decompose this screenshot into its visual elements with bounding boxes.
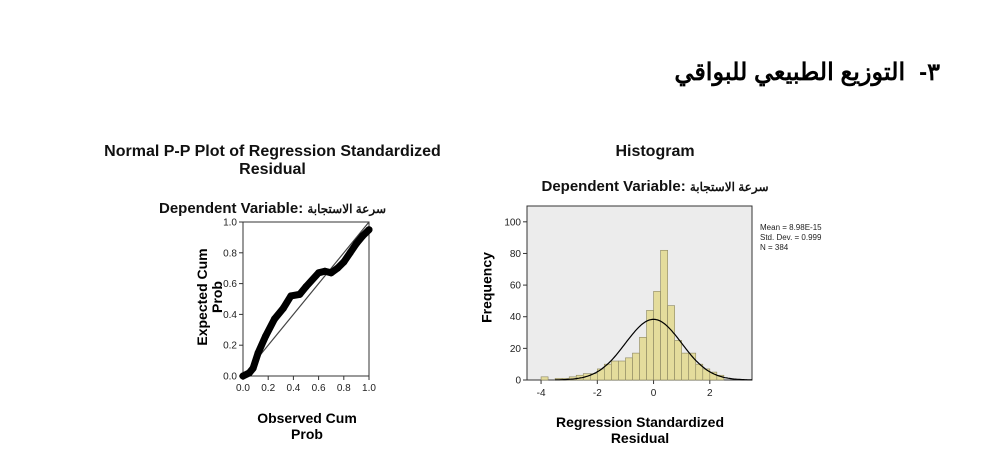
pp-point [315,269,323,277]
histogram-dependent: Dependent Variable: سرعة الاستجابة [520,178,790,195]
hist-dependent-label: Dependent Variable: [541,178,686,195]
pp-plot: 0.00.0 0.2 0.2 0.4 0.4 0.6 0.6 0.8 0.8 1.0 1.0 [223,218,376,395]
histogram-plot: 0 20 40 60 80 100 -4 -2 0 2 [504,205,753,399]
pp-plot-title: Normal P-P Plot of Regression Standardiz… [100,143,445,179]
pp-ytick-label: 0.0 [223,372,237,383]
pp-point [254,349,262,357]
hist-ytick-label: 20 [510,344,522,355]
pp-xtick-label: 0.8 [337,383,351,394]
hist-bar [540,376,549,381]
hist-bar [674,340,682,381]
stat-n: N = 384 [760,243,789,252]
pp-point [327,269,335,277]
pp-point [296,290,304,298]
stat-mean: Mean = 8.98E-15 [760,223,822,232]
hist-xlabel-line2: Residual [610,430,670,446]
hist-bar [681,352,690,381]
section-title: التوزيع الطبيعي للبواقي [674,59,906,86]
hist-xtick-label: -2 [593,388,602,399]
hist-bar [639,336,647,381]
pp-point [334,264,341,272]
pp-point [352,240,360,248]
pp-point [321,267,329,275]
pp-plot-dependent: Dependent Variable: سرعة الاستجابة [100,200,445,217]
pp-point [249,364,257,372]
histogram-stats: Mean = 8.98E-15 Std. Dev. = 0.999 N = 38… [760,223,822,253]
pp-point [340,258,348,266]
pp-plot-title-line1: Normal P-P Plot of Regression Standardiz… [104,143,441,160]
hist-bar [625,357,633,381]
hist-ytick-label: 40 [510,312,522,323]
hist-ytick-label: 100 [504,217,521,228]
stat-std-dev: Std. Dev. = 0.999 [760,233,822,242]
histogram-title: Histogram [615,143,695,160]
pp-ytick-label: 1.0 [223,218,237,229]
pp-point [365,226,373,234]
pp-dependent-value: سرعة الاستجابة [307,202,387,216]
pp-point [239,372,247,380]
pp-point [359,232,367,240]
pp-point [302,283,310,291]
hist-dependent-value: سرعة الاستجابة [689,180,769,194]
hist-bar [611,360,619,381]
hist-bar [618,360,626,381]
pp-xtick-label: 0.6 [312,383,326,394]
section-number: ٣- [919,59,940,86]
pp-ytick-label: 0.4 [223,310,237,321]
pp-point [279,304,287,312]
hist-ytick-label: 0 [515,376,521,387]
pp-point [245,369,253,377]
hist-bar [660,249,668,381]
pp-xlabel: Observed Cum Prob [232,410,382,442]
pp-reference-line [242,221,370,377]
pp-point [262,332,270,340]
hist-xtick-label: 2 [707,388,713,399]
hist-xlabel-line1: Regression Standardized [555,414,725,430]
hist-ytick-label: 60 [510,281,522,292]
pp-xtick-label: 0.0 [236,383,250,394]
pp-point [271,315,278,323]
pp-ytick-label: 0.8 [223,248,237,259]
pp-point [346,249,354,257]
hist-xlabel: Regression Standardized Residual [530,414,750,446]
pp-xtick-label: 1.0 [362,383,376,394]
hist-ytick-label: 80 [510,249,522,260]
hist-normal-curve [555,318,753,381]
hist-xtick-label: 0 [651,388,657,399]
section-heading: ٣- التوزيع الطبيعي للبواقي [674,58,940,87]
pp-xtick-label: 0.4 [286,383,300,394]
pp-plot-title-line2: Residual [239,161,306,178]
hist-bar [653,291,661,381]
pp-xlabel-line1: Observed Cum [257,410,357,426]
hist-bar [632,352,640,381]
pp-xlabel-line2: Prob [291,426,323,442]
pp-ytick-label: 0.2 [223,341,237,352]
hist-bar [667,305,675,381]
pp-xtick-label: 0.2 [261,383,275,394]
pp-ytick-label: 0.6 [223,279,237,290]
pp-point [287,292,295,300]
pp-dependent-label: Dependent Variable: [158,200,304,217]
hist-xtick-label: -4 [537,388,546,399]
